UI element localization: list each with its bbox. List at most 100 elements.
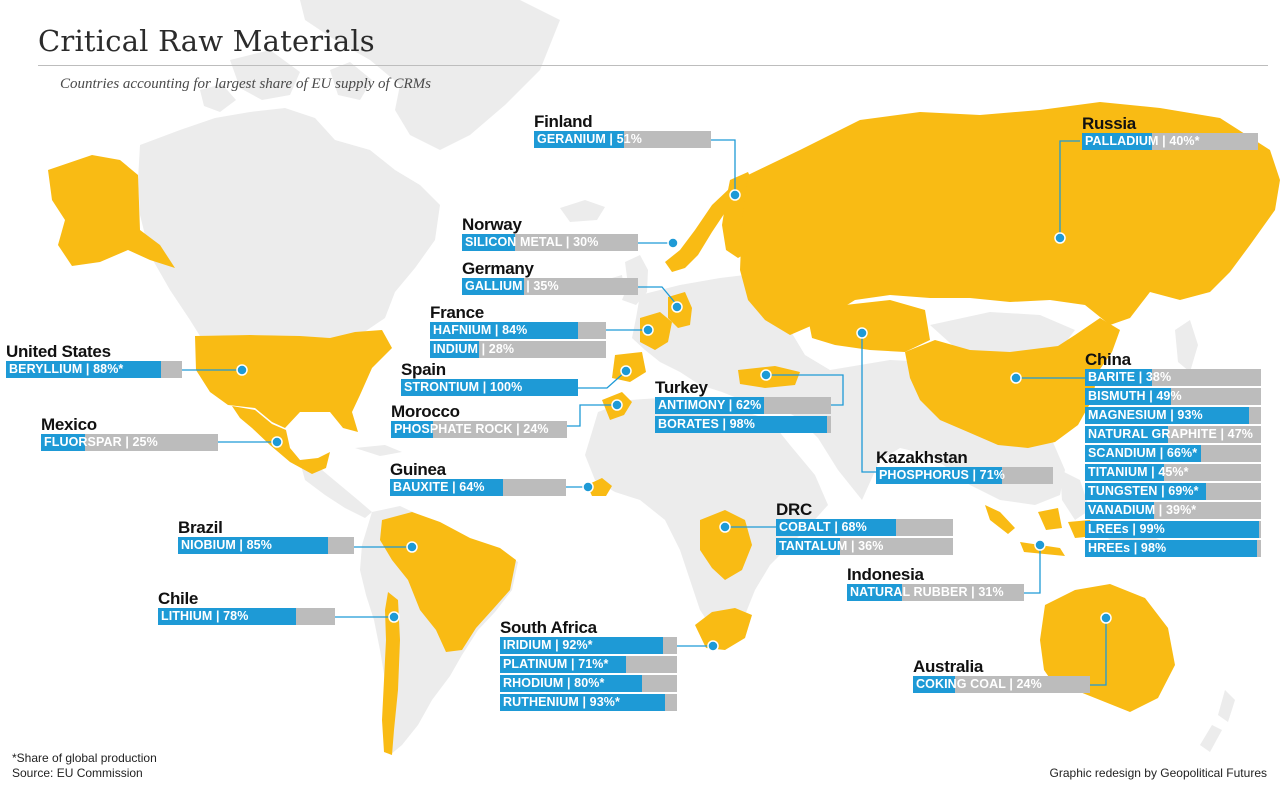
material-label: PHOSPHORUS | 71% — [879, 468, 1005, 482]
material-bar: GERANIUM | 51% — [534, 131, 711, 148]
country-label-france: France HAFNIUM | 84% INDIUM | 28% — [430, 304, 606, 360]
material-label: IRIDIUM | 92%* — [503, 638, 593, 652]
material-bar: PHOSPHORUS | 71% — [876, 467, 1053, 484]
leader-morocco — [567, 404, 617, 427]
material-bar-fill — [41, 434, 86, 451]
material-bar: ANTIMONY | 62% — [655, 397, 831, 414]
china-shape — [905, 318, 1120, 448]
material-bar: RHODIUM | 80%* — [500, 675, 677, 692]
material-bar: COKING COAL | 24% — [913, 676, 1090, 693]
material-bar: GALLIUM | 35% — [462, 278, 638, 295]
country-label-spain: Spain STRONTIUM | 100% — [401, 361, 578, 398]
united-states-shape — [195, 330, 392, 432]
material-bar-fill — [1085, 407, 1249, 424]
south-africa-shape — [695, 608, 752, 650]
material-bar-fill — [776, 519, 897, 536]
material-label: BERYLLIUM | 88%* — [9, 362, 124, 376]
material-label: VANADIUM | 39%* — [1088, 503, 1197, 517]
material-label: TITANIUM | 45%* — [1088, 465, 1189, 479]
material-bar: BORATES | 98% — [655, 416, 831, 433]
material-label: TANTALUM | 36% — [779, 539, 884, 553]
country-label-united-states: United States BERYLLIUM | 88%* — [6, 343, 182, 380]
material-bar: MAGNESIUM | 93% — [1085, 407, 1261, 424]
highlighted-countries — [48, 102, 1280, 755]
material-bar-fill — [1085, 521, 1260, 538]
country-name: South Africa — [500, 618, 597, 637]
material-bar: LREEs | 99% — [1085, 521, 1261, 538]
material-label: NATURAL RUBBER | 31% — [850, 585, 1004, 599]
material-bar-fill — [500, 656, 626, 673]
country-label-south-africa: South Africa IRIDIUM | 92%* PLATINUM | 71%… — [500, 619, 677, 713]
country-label-kazakhstan: Kazakhstan PHOSPHORUS | 71% — [876, 449, 1053, 486]
chile-shape — [382, 592, 400, 755]
country-label-china: China BARITE | 38% BISMUTH | 49% MAGNESIUM … — [1085, 351, 1261, 559]
material-bar: PALLADIUM | 40%* — [1082, 133, 1258, 150]
dot-south-africa — [707, 640, 719, 652]
leader-indonesia — [1024, 545, 1041, 594]
kazakhstan-shape — [808, 300, 930, 352]
material-bar: IRIDIUM | 92%* — [500, 637, 677, 654]
material-label: BISMUTH | 49% — [1088, 389, 1182, 403]
material-bar: BERYLLIUM | 88%* — [6, 361, 182, 378]
page-title: Critical Raw Materials — [38, 24, 375, 58]
country-name: Russia — [1082, 114, 1136, 133]
material-label: NATURAL GRAPHITE | 47% — [1088, 427, 1253, 441]
new-zealand-shape — [1200, 690, 1235, 752]
material-label: BAUXITE | 64% — [393, 480, 485, 494]
material-bar: STRONTIUM | 100% — [401, 379, 578, 396]
material-bar: PHOSPHATE ROCK | 24% — [391, 421, 567, 438]
country-label-norway: Norway SILICON METAL | 30% — [462, 216, 638, 253]
material-label: LITHIUM | 78% — [161, 609, 249, 623]
russia-shape — [740, 102, 1280, 335]
country-name: Kazakhstan — [876, 448, 968, 467]
dot-russia — [1054, 232, 1066, 244]
leader-lines — [182, 139, 1107, 686]
leader-germany — [638, 286, 678, 306]
material-bar-fill — [655, 416, 828, 433]
material-bar: BARITE | 38% — [1085, 369, 1261, 386]
material-bar: TUNGSTEN | 69%* — [1085, 483, 1261, 500]
material-label: PHOSPHATE ROCK | 24% — [394, 422, 549, 436]
material-bar-fill — [1085, 540, 1258, 557]
source: Source: EU Commission — [12, 766, 143, 780]
greenland-shape — [300, 0, 560, 150]
leader-australia — [1090, 618, 1107, 686]
material-label: FLUORSPAR | 25% — [44, 435, 158, 449]
material-label: RHODIUM | 80%* — [503, 676, 605, 690]
country-label-brazil: Brazil NIOBIUM | 85% — [178, 519, 354, 556]
country-name: Germany — [462, 259, 534, 278]
country-label-indonesia: Indonesia NATURAL RUBBER | 31% — [847, 566, 1024, 603]
dot-turkey — [760, 369, 772, 381]
country-label-finland: Finland GERANIUM | 51% — [534, 113, 711, 150]
material-bar: INDIUM | 28% — [430, 341, 606, 358]
dot-morocco — [611, 399, 623, 411]
country-name: Guinea — [390, 460, 446, 479]
material-label: COBALT | 68% — [779, 520, 867, 534]
material-bar: VANADIUM | 39%* — [1085, 502, 1261, 519]
dot-guinea — [582, 481, 594, 493]
country-label-drc: DRC COBALT | 68% TANTALUM | 36% — [776, 501, 953, 557]
material-bar: NIOBIUM | 85% — [178, 537, 354, 554]
material-bar-fill — [1085, 426, 1168, 443]
material-bar: NATURAL RUBBER | 31% — [847, 584, 1024, 601]
country-label-morocco: Morocco PHOSPHATE ROCK | 24% — [391, 403, 567, 440]
material-bar: HREEs | 98% — [1085, 540, 1261, 557]
country-name: Norway — [462, 215, 522, 234]
material-label: COKING COAL | 24% — [916, 677, 1042, 691]
country-label-germany: Germany GALLIUM | 35% — [462, 260, 638, 297]
material-bar-fill — [430, 341, 480, 358]
dot-indonesia — [1034, 539, 1046, 551]
material-label: ANTIMONY | 62% — [658, 398, 762, 412]
material-bar: BISMUTH | 49% — [1085, 388, 1261, 405]
material-bar: TITANIUM | 45%* — [1085, 464, 1261, 481]
material-bar-fill — [847, 584, 902, 601]
mongolia-shape — [930, 312, 1075, 358]
material-label: TUNGSTEN | 69%* — [1088, 484, 1199, 498]
material-label: BORATES | 98% — [658, 417, 755, 431]
material-label: SCANDIUM | 66%* — [1088, 446, 1198, 460]
dot-germany — [671, 301, 683, 313]
central-america-shape — [300, 445, 402, 518]
country-name: Chile — [158, 589, 199, 608]
leader-kazakhstan — [861, 333, 876, 473]
